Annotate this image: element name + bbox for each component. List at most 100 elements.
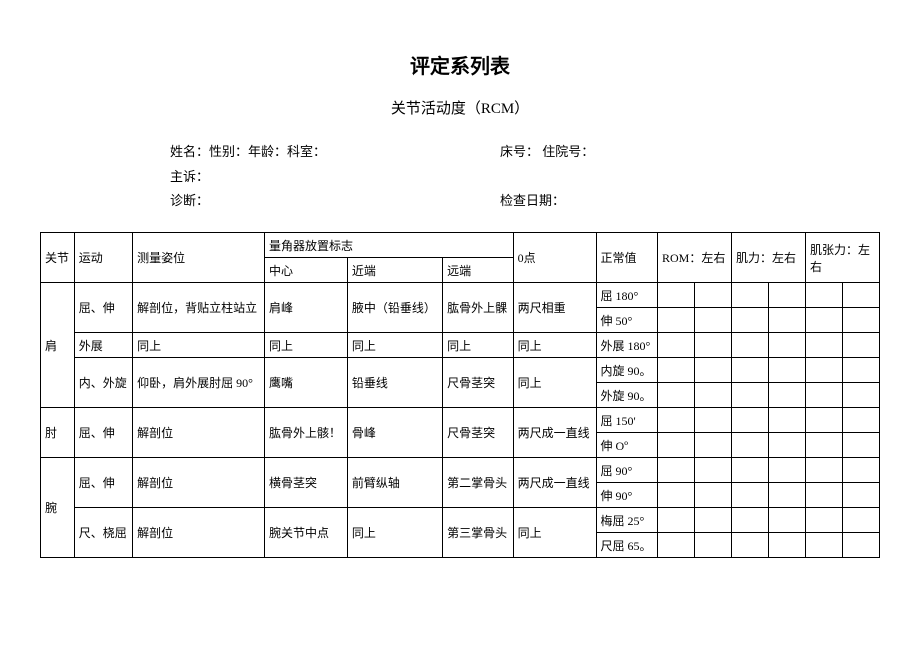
th-zero: 0点 bbox=[513, 233, 596, 283]
blank-cell bbox=[806, 408, 843, 433]
cell: 尺屈 65。 bbox=[596, 533, 657, 558]
cell: 同上 bbox=[133, 333, 265, 358]
blank-cell bbox=[732, 358, 769, 383]
blank-cell bbox=[658, 308, 695, 333]
blank-cell bbox=[695, 308, 732, 333]
blank-cell bbox=[658, 508, 695, 533]
blank-cell bbox=[843, 433, 880, 458]
blank-cell bbox=[695, 283, 732, 308]
cell: 屈、伸 bbox=[74, 458, 132, 508]
blank-cell bbox=[732, 508, 769, 533]
th-rom: ROM：左右 bbox=[658, 233, 732, 283]
cell: 屈 150' bbox=[596, 408, 657, 433]
cell: 伸 90° bbox=[596, 483, 657, 508]
cell: 鹰嘴 bbox=[265, 358, 348, 408]
th-muscle: 肌力：左右 bbox=[732, 233, 806, 283]
blank-cell bbox=[695, 333, 732, 358]
th-goniometer: 量角器放置标志 bbox=[265, 233, 514, 258]
cell: 伸 50° bbox=[596, 308, 657, 333]
blank-cell bbox=[732, 333, 769, 358]
blank-cell bbox=[769, 483, 806, 508]
cell: 屈 90° bbox=[596, 458, 657, 483]
blank-cell bbox=[658, 383, 695, 408]
info-exam-date: 检查日期： bbox=[500, 189, 800, 214]
cell: 同上 bbox=[265, 333, 348, 358]
blank-cell bbox=[769, 408, 806, 433]
blank-cell bbox=[843, 333, 880, 358]
blank-cell bbox=[806, 458, 843, 483]
cell: 解剖位 bbox=[133, 408, 265, 458]
blank-cell bbox=[806, 508, 843, 533]
cell: 内旋 90。 bbox=[596, 358, 657, 383]
cell: 两尺成一直线 bbox=[513, 408, 596, 458]
blank-cell bbox=[843, 458, 880, 483]
blank-cell bbox=[806, 383, 843, 408]
page-subtitle: 关节活动度（RCM） bbox=[40, 97, 880, 118]
cell: 骨峰 bbox=[347, 408, 442, 458]
blank-cell bbox=[732, 383, 769, 408]
joint-wrist: 腕 bbox=[41, 458, 75, 558]
cell: 同上 bbox=[513, 333, 596, 358]
cell: 第三掌骨头 bbox=[443, 508, 514, 558]
blank-cell bbox=[843, 508, 880, 533]
th-center: 中心 bbox=[265, 258, 348, 283]
th-distal: 远端 bbox=[443, 258, 514, 283]
rcm-table: 关节 运动 测量姿位 量角器放置标志 0点 正常值 ROM：左右 肌力：左右 肌… bbox=[40, 232, 880, 558]
cell: 外旋 90。 bbox=[596, 383, 657, 408]
cell: 肩峰 bbox=[265, 283, 348, 333]
blank-cell bbox=[843, 358, 880, 383]
blank-cell bbox=[658, 483, 695, 508]
blank-cell bbox=[658, 283, 695, 308]
info-complaint: 主诉： bbox=[170, 165, 880, 190]
blank-cell bbox=[695, 358, 732, 383]
th-proximal: 近端 bbox=[347, 258, 442, 283]
blank-cell bbox=[806, 333, 843, 358]
th-posture: 测量姿位 bbox=[133, 233, 265, 283]
blank-cell bbox=[732, 308, 769, 333]
cell: 外展 bbox=[74, 333, 132, 358]
cell: 尺骨茎突 bbox=[443, 358, 514, 408]
cell: 腕关节中点 bbox=[265, 508, 348, 558]
blank-cell bbox=[769, 533, 806, 558]
cell: 解剖位 bbox=[133, 508, 265, 558]
blank-cell bbox=[769, 333, 806, 358]
cell: 屈、伸 bbox=[74, 408, 132, 458]
cell: 同上 bbox=[443, 333, 514, 358]
blank-cell bbox=[769, 383, 806, 408]
blank-cell bbox=[769, 283, 806, 308]
joint-elbow: 肘 bbox=[41, 408, 75, 458]
blank-cell bbox=[695, 508, 732, 533]
blank-cell bbox=[732, 283, 769, 308]
cell: 腋中（铅垂线） bbox=[347, 283, 442, 333]
cell: 外展 180° bbox=[596, 333, 657, 358]
blank-cell bbox=[806, 483, 843, 508]
cell: 解剖位 bbox=[133, 458, 265, 508]
blank-cell bbox=[732, 433, 769, 458]
th-joint: 关节 bbox=[41, 233, 75, 283]
blank-cell bbox=[695, 458, 732, 483]
joint-shoulder: 肩 bbox=[41, 283, 75, 408]
cell: 铅垂线 bbox=[347, 358, 442, 408]
th-movement: 运动 bbox=[74, 233, 132, 283]
cell: 同上 bbox=[347, 333, 442, 358]
blank-cell bbox=[806, 533, 843, 558]
blank-cell bbox=[695, 408, 732, 433]
th-tension: 肌张力：左右 bbox=[806, 233, 880, 283]
th-normal: 正常值 bbox=[596, 233, 657, 283]
cell: 前臂纵轴 bbox=[347, 458, 442, 508]
blank-cell bbox=[843, 308, 880, 333]
blank-cell bbox=[843, 383, 880, 408]
cell: 两尺成一直线 bbox=[513, 458, 596, 508]
blank-cell bbox=[658, 533, 695, 558]
cell: 同上 bbox=[513, 508, 596, 558]
cell: 伸 Oº bbox=[596, 433, 657, 458]
cell: 同上 bbox=[347, 508, 442, 558]
blank-cell bbox=[732, 483, 769, 508]
blank-cell bbox=[843, 408, 880, 433]
cell: 梅屈 25° bbox=[596, 508, 657, 533]
info-bed-line: 床号： 住院号： bbox=[500, 140, 800, 165]
info-diagnosis: 诊断： bbox=[170, 189, 500, 214]
blank-cell bbox=[695, 433, 732, 458]
cell: 内、外旋 bbox=[74, 358, 132, 408]
blank-cell bbox=[695, 383, 732, 408]
